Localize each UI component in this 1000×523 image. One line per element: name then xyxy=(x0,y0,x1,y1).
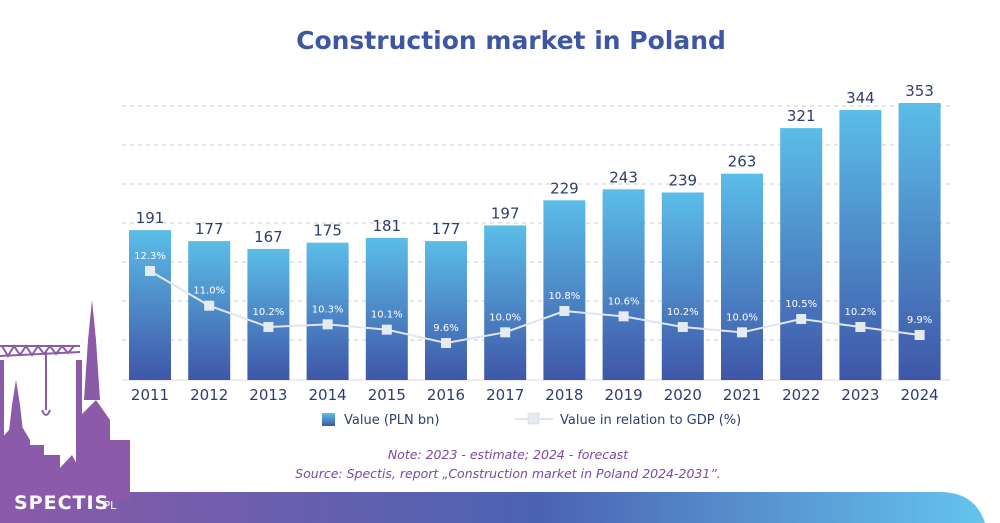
source-line: Source: Spectis, report „Construction ma… xyxy=(295,466,721,481)
gdp-marker xyxy=(796,314,807,324)
x-tick-label: 2012 xyxy=(190,386,228,404)
bar-value-label: 191 xyxy=(136,209,165,227)
bar-value-label: 175 xyxy=(313,222,342,240)
grid-lines xyxy=(122,105,950,381)
gdp-marker xyxy=(145,266,155,276)
gdp-marker xyxy=(381,324,392,335)
footer-band xyxy=(0,492,985,523)
bar xyxy=(839,110,882,381)
x-tick-label: 2014 xyxy=(309,386,347,404)
gdp-line-series: 12.3% 11.0% 10.2% 10.3% 10.1% 9.6% 10.0% 10.8% 1… xyxy=(134,251,932,348)
x-tick-label: 2023 xyxy=(841,386,879,404)
gdp-marker xyxy=(322,319,333,330)
gdp-line xyxy=(149,270,920,345)
gdp-value-label: 10.0% xyxy=(489,312,521,323)
bar xyxy=(425,241,467,380)
bar-value-label: 239 xyxy=(668,171,697,189)
bar-value-label: 229 xyxy=(550,179,579,197)
x-tick-label: 2021 xyxy=(723,386,761,404)
gdp-value-label: 10.5% xyxy=(785,299,817,310)
x-tick-label: 2015 xyxy=(368,386,406,404)
bar-value-label: 344 xyxy=(846,89,875,107)
gdp-marker xyxy=(204,300,215,311)
bar-value-label: 197 xyxy=(491,204,520,222)
logo: SPECTIS xyxy=(14,492,109,514)
gdp-value-label: 12.3% xyxy=(134,251,166,262)
legend-line-label: Value in relation to GDP (%) xyxy=(560,413,741,428)
gdp-marker xyxy=(618,311,629,322)
x-tick-label: 2017 xyxy=(486,386,524,404)
bar xyxy=(780,128,823,380)
gdp-marker xyxy=(441,338,451,348)
gdp-value-label: 10.2% xyxy=(253,307,285,318)
gdp-marker xyxy=(677,322,688,332)
x-tick-label: 2018 xyxy=(545,386,583,404)
bar xyxy=(247,248,290,380)
x-axis: 2011 2012 2013 2014 2015 2016 2017 2018 2019 2020… xyxy=(131,386,939,404)
gdp-marker xyxy=(500,327,511,338)
bar xyxy=(543,200,586,380)
gdp-value-label: 10.6% xyxy=(608,296,640,307)
legend-bar-swatch xyxy=(322,413,335,426)
bar-value-label: 177 xyxy=(195,220,224,238)
bar-value-label: 243 xyxy=(609,168,638,186)
gdp-value-label: 10.0% xyxy=(726,312,758,323)
gdp-marker xyxy=(737,327,747,338)
gdp-value-label: 10.8% xyxy=(549,291,581,302)
gdp-value-label: 11.0% xyxy=(193,286,225,297)
logo-suffix: .PL xyxy=(100,499,117,512)
bar-value-label: 177 xyxy=(432,220,461,238)
gdp-value-label: 9.9% xyxy=(907,315,932,326)
x-tick-label: 2013 xyxy=(249,386,287,404)
bar-value-label: 167 xyxy=(254,228,283,246)
bar-value-label: 321 xyxy=(787,107,816,125)
legend: Value (PLN bn) Value in relation to GDP … xyxy=(322,412,741,428)
note-line: Note: 2023 - estimate; 2024 - forecast xyxy=(388,447,629,462)
bar xyxy=(602,189,645,380)
x-tick-label: 2016 xyxy=(427,386,465,404)
x-tick-label: 2011 xyxy=(131,386,169,404)
x-tick-label: 2020 xyxy=(664,386,702,404)
bar xyxy=(365,237,408,380)
gdp-marker xyxy=(855,322,866,332)
bar-value-label: 181 xyxy=(372,217,401,235)
gdp-marker xyxy=(559,306,570,316)
gdp-marker xyxy=(914,330,925,340)
legend-line-marker xyxy=(527,412,540,425)
x-tick-label: 2024 xyxy=(901,386,939,404)
gdp-value-label: 10.2% xyxy=(845,307,877,318)
skyline-illustration xyxy=(0,300,130,500)
gdp-value-label: 10.3% xyxy=(312,304,344,315)
gdp-value-label: 9.6% xyxy=(433,323,458,334)
bar xyxy=(306,242,349,380)
bar xyxy=(721,173,763,380)
legend-bar-label: Value (PLN bn) xyxy=(344,413,439,428)
chart-title: Construction market in Poland xyxy=(296,26,726,55)
x-tick-label: 2022 xyxy=(782,386,820,404)
bar-value-label: 263 xyxy=(728,153,757,171)
crane-icon xyxy=(0,344,81,416)
x-tick-label: 2019 xyxy=(605,386,643,404)
bar-series: 191 177 167 175 181 177 197 229 243 239 263 321 344 3… xyxy=(129,82,941,381)
bar xyxy=(484,225,527,380)
gdp-value-label: 10.2% xyxy=(667,307,699,318)
gdp-value-label: 10.1% xyxy=(371,310,403,321)
bar xyxy=(661,192,704,380)
gdp-marker xyxy=(263,322,274,332)
bar-value-label: 353 xyxy=(905,82,934,100)
bar xyxy=(129,230,171,380)
